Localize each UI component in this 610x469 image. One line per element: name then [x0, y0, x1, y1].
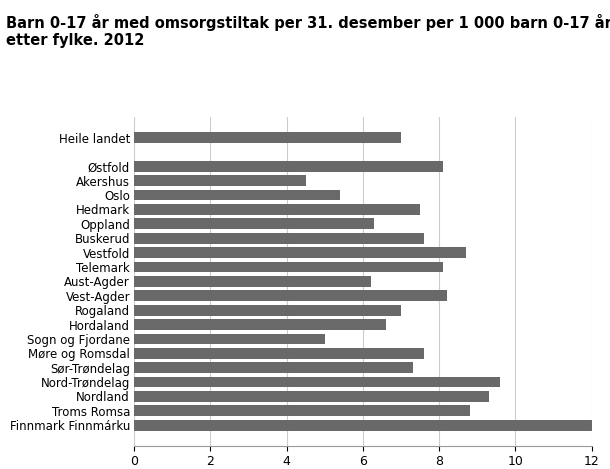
Bar [134, 391, 489, 402]
Bar [134, 189, 340, 200]
Bar [134, 305, 401, 316]
Text: Barn 0-17 år med omsorgstiltak per 31. desember per 1 000 barn 0-17 år,
etter fy: Barn 0-17 år med omsorgstiltak per 31. d… [6, 14, 610, 48]
Bar [134, 420, 592, 431]
Bar [134, 233, 424, 243]
Bar [134, 204, 420, 215]
Bar [134, 319, 386, 330]
Bar [134, 333, 325, 344]
Bar [134, 132, 401, 143]
Bar [134, 262, 443, 272]
Bar [134, 161, 443, 172]
Bar [134, 290, 447, 301]
Bar [134, 175, 306, 186]
Bar [134, 276, 370, 287]
Bar [134, 377, 500, 387]
Bar [134, 348, 424, 359]
Bar [134, 247, 466, 258]
Bar [134, 406, 470, 416]
Bar [134, 363, 412, 373]
Bar [134, 219, 375, 229]
